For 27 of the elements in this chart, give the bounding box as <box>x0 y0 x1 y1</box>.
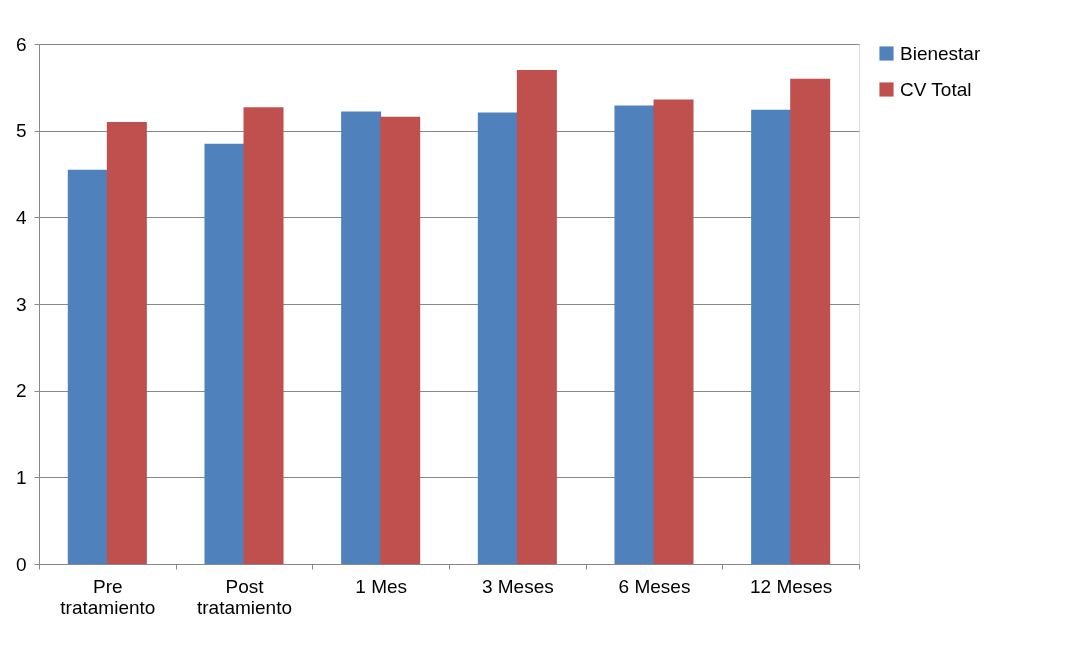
bar <box>67 169 108 564</box>
bar <box>653 99 694 564</box>
x-tick-label: 1 Mes <box>355 575 408 597</box>
bar <box>106 122 147 564</box>
x-tick-label: Post tratamiento <box>196 575 293 618</box>
x-tick-label: 3 Meses <box>481 575 554 597</box>
x-tick-label: 12 Meses <box>749 575 833 597</box>
legend-label: CV Total <box>900 78 972 100</box>
bar <box>243 107 284 564</box>
bar <box>204 143 245 564</box>
y-tick-label: 2 <box>15 380 27 402</box>
y-tick-label: 4 <box>15 206 27 228</box>
bar <box>790 78 831 564</box>
bar <box>341 111 382 564</box>
legend-label: Bienestar <box>900 42 981 64</box>
y-tick-label: 1 <box>15 466 27 488</box>
bar <box>516 70 557 564</box>
bar <box>614 105 655 564</box>
x-tick-label: Pre tratamiento <box>60 575 156 618</box>
bar <box>751 109 792 564</box>
bar <box>477 112 518 564</box>
y-tick-label: 3 <box>15 293 27 315</box>
y-tick-label: 6 <box>15 33 27 55</box>
x-tick-label: 6 Meses <box>618 575 691 597</box>
bar <box>380 116 421 564</box>
y-tick-label: 0 <box>15 553 27 575</box>
y-tick-label: 5 <box>15 120 27 142</box>
